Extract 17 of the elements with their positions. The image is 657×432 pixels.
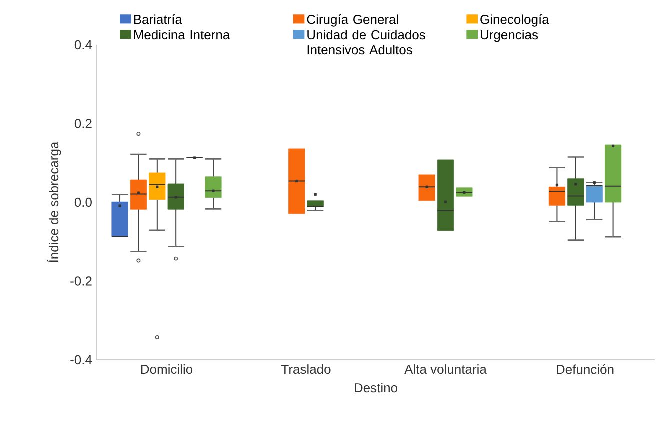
y-axis-title: Índice de sobrecarga xyxy=(47,142,62,262)
x-tick-label: Traslado xyxy=(282,364,331,374)
legend-label: Medicina Interna xyxy=(134,30,230,40)
y-tick-label: -0.4 xyxy=(70,355,92,365)
legend-label: Unidad de Cuidados Intensivos Adultos xyxy=(308,30,426,55)
legend-label: Urgencias xyxy=(480,30,538,42)
legend-label: Ginecología xyxy=(480,14,550,27)
x-axis-title: Destino xyxy=(355,383,398,393)
y-tick-label: 0.0 xyxy=(74,198,92,208)
legend-label: Bariatría xyxy=(134,14,182,24)
x-tick-label: Domicilio xyxy=(141,364,193,374)
legend-label: Cirugía General xyxy=(307,14,398,27)
x-tick-label: Alta voluntaria xyxy=(404,364,487,374)
y-tick-label: 0.4 xyxy=(74,40,92,50)
y-tick-label: 0.2 xyxy=(74,119,92,128)
y-tick-label: -0.2 xyxy=(70,276,92,286)
x-tick-label: Defunción xyxy=(557,364,614,374)
